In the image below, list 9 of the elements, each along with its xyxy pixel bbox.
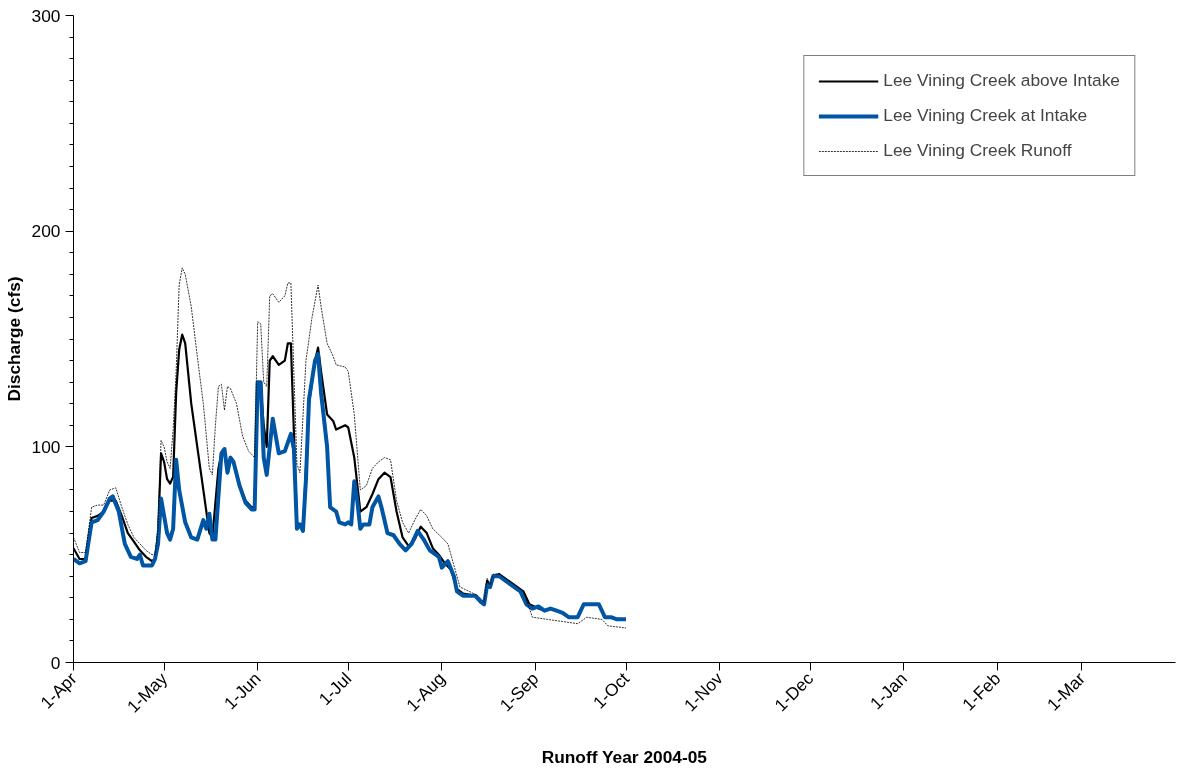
y-tick-label: 200 (31, 221, 61, 242)
y-axis-title: Discharge (cfs) (3, 276, 24, 402)
y-tick-label: 100 (31, 436, 61, 457)
x-axis-title: Runoff Year 2004-05 (541, 746, 708, 767)
y-tick-label: 0 (50, 652, 61, 673)
y-tick-label: 300 (31, 5, 61, 26)
legend-label: Lee Vining Creek at Intake (883, 105, 1088, 126)
legend-label: Lee Vining Creek above Intake (883, 70, 1120, 91)
legend-label: Lee Vining Creek Runoff (883, 140, 1072, 161)
